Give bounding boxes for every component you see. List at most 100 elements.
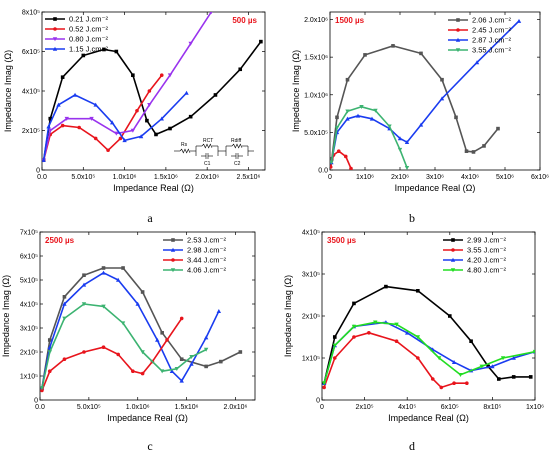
data-point	[179, 316, 184, 321]
y-tick-label: 7x10⁵	[20, 230, 38, 237]
x-tick-label: 5.0x10⁵	[71, 174, 95, 181]
legend-label: 2.87 J.cm⁻²	[472, 36, 511, 45]
data-point	[188, 41, 193, 46]
data-point	[62, 295, 67, 299]
panel-b: 0 1x10⁶ 2x10⁶ 3x10⁶ 4x10⁶ 5x10⁶ 6x10⁶ 0.0 5.0x10…	[291, 11, 549, 225]
x-tick-label: 0.0	[35, 404, 45, 411]
data-point	[516, 18, 522, 23]
y-tick-label: 3x10⁵	[302, 272, 320, 279]
data-point	[47, 350, 52, 355]
data-point	[140, 290, 145, 294]
x-tick-label: 1.0x10⁶	[113, 174, 137, 181]
data-point	[439, 385, 444, 390]
legend-marker	[52, 46, 58, 51]
data-point	[114, 131, 119, 136]
data-point	[479, 364, 484, 369]
legend-label: 2.06 J.cm⁻²	[472, 16, 511, 25]
data-point	[48, 116, 53, 121]
data-point	[140, 371, 145, 376]
data-point	[330, 160, 334, 165]
data-point	[204, 364, 208, 369]
data-point	[451, 360, 457, 364]
series-line	[42, 12, 212, 161]
data-point	[332, 356, 337, 360]
data-point	[122, 138, 127, 143]
legend-marker	[455, 48, 461, 53]
data-point	[179, 357, 184, 361]
data-point	[496, 377, 501, 381]
data-point	[155, 337, 160, 342]
data-point	[511, 355, 516, 360]
resistor-symbol	[201, 143, 213, 149]
data-point	[101, 270, 106, 275]
data-point	[101, 304, 106, 309]
resistor-symbol	[179, 148, 191, 154]
legend: 2.99 J.cm⁻²3.55 J.cm⁻²4.20 J.cm⁻²4.80 J.…	[443, 236, 506, 275]
x-tick-label: 0	[320, 404, 324, 411]
data-point	[351, 324, 357, 329]
y-tick-label: 4x10⁵	[20, 302, 38, 309]
x-tick-label: 5.0x10⁵	[77, 404, 101, 411]
series-line	[330, 106, 408, 168]
data-point	[56, 102, 61, 107]
data-point	[62, 316, 67, 321]
data-point	[138, 134, 144, 139]
data-point	[528, 375, 533, 379]
legend-marker	[456, 28, 460, 32]
data-point	[384, 284, 388, 289]
data-point	[387, 124, 392, 129]
legend-label: 0.80 J.cm⁻²	[69, 35, 108, 44]
data-point	[115, 277, 121, 282]
circuit-label-rct: RCT	[203, 138, 213, 144]
x-tick-label: 4x10⁵	[398, 404, 416, 411]
data-point	[131, 73, 135, 77]
data-point	[60, 123, 65, 128]
data-point	[359, 105, 364, 109]
data-point	[40, 386, 45, 391]
data-point	[416, 289, 420, 293]
y-tick-label: 1.5x10⁶	[304, 55, 328, 62]
y-tick-label: 2x10⁵	[22, 128, 40, 135]
data-point	[110, 120, 115, 125]
series-line	[41, 271, 220, 389]
legend: 2.53 J.cm⁻²2.98 J.cm⁻²3.44 J.cm⁻²4.06 J.…	[163, 236, 226, 275]
data-point	[82, 350, 86, 354]
legend-label: 0.52 J.cm⁻²	[69, 25, 108, 34]
series-line	[330, 20, 520, 163]
y-tick-label: 0.0	[318, 168, 328, 175]
panel-d: 0 2x10⁵ 4x10⁵ 6x10⁵ 8x10⁵ 1x10⁶ 0 1x10⁵ 2x10⁵ 3x1…	[283, 230, 544, 454]
x-axis-title: Impedance Real (Ω)	[395, 183, 476, 193]
y-tick-label: 1x10⁵	[302, 356, 320, 363]
data-point	[394, 339, 399, 344]
series-line	[41, 267, 241, 389]
data-point	[60, 75, 65, 79]
data-point	[62, 301, 67, 306]
y-tick-label: 4x10⁵	[302, 230, 320, 237]
series-group	[330, 18, 522, 170]
series-line	[331, 45, 499, 159]
data-point	[72, 92, 78, 97]
legend-label: 4.20 J.cm⁻²	[467, 256, 506, 265]
data-point	[490, 364, 495, 369]
legend-label: 0.21 J.cm⁻²	[69, 15, 108, 24]
data-point	[189, 355, 194, 359]
legend-marker	[451, 248, 455, 252]
series-line	[42, 74, 163, 161]
legend-marker	[171, 258, 175, 262]
data-point	[458, 373, 463, 377]
data-point	[471, 150, 476, 154]
data-point	[167, 73, 173, 78]
y-axis-title: Impedance Imag (Ω)	[283, 275, 293, 357]
legend-marker	[53, 27, 57, 31]
legend-marker	[455, 37, 461, 42]
data-point	[418, 122, 424, 127]
data-point	[135, 108, 139, 113]
data-point	[159, 73, 164, 77]
y-axis-title: Impedance Imag (Ω)	[1, 275, 11, 357]
data-point	[140, 350, 145, 355]
legend: 2.06 J.cm⁻²2.45 J.cm⁻²2.87 J.cm⁻²3.55 J.…	[448, 16, 511, 55]
data-point	[64, 116, 69, 121]
circuit-labels: Rs RCT C1 Rdiff C2	[181, 138, 242, 167]
y-tick-label: 4x10⁵	[22, 89, 40, 96]
data-point	[62, 357, 67, 362]
